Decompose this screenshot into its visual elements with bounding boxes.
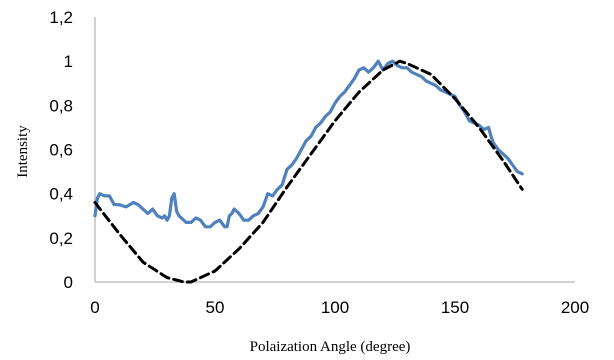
x-tick-label: 150: [441, 298, 469, 317]
series-line-solid: [93, 59, 524, 229]
y-tick-label: 0,2: [49, 229, 73, 248]
y-tick-label: 0,4: [49, 185, 73, 204]
y-tick-label: 0,6: [49, 141, 73, 160]
y-tick-labels: 0 0,2 0,4 0,6 0,8 1 1,2: [49, 8, 73, 292]
y-tick-label: 0: [64, 273, 73, 292]
x-tick-label: 200: [561, 298, 589, 317]
series-group: [93, 59, 524, 284]
x-tick-labels: 0 50 100 150 200: [90, 298, 589, 317]
y-axis-title: Intensity: [15, 125, 31, 178]
x-axis-title: Polaization Angle (degree): [250, 339, 411, 355]
y-tick-label: 1,2: [49, 8, 73, 27]
y-tick-label: 0,8: [49, 96, 73, 115]
y-tick-label: 1: [64, 52, 73, 71]
x-tick-label: 50: [206, 298, 225, 317]
x-tick-label: 100: [321, 298, 349, 317]
series-line-dashed: [93, 59, 524, 284]
x-tick-label: 0: [90, 298, 99, 317]
